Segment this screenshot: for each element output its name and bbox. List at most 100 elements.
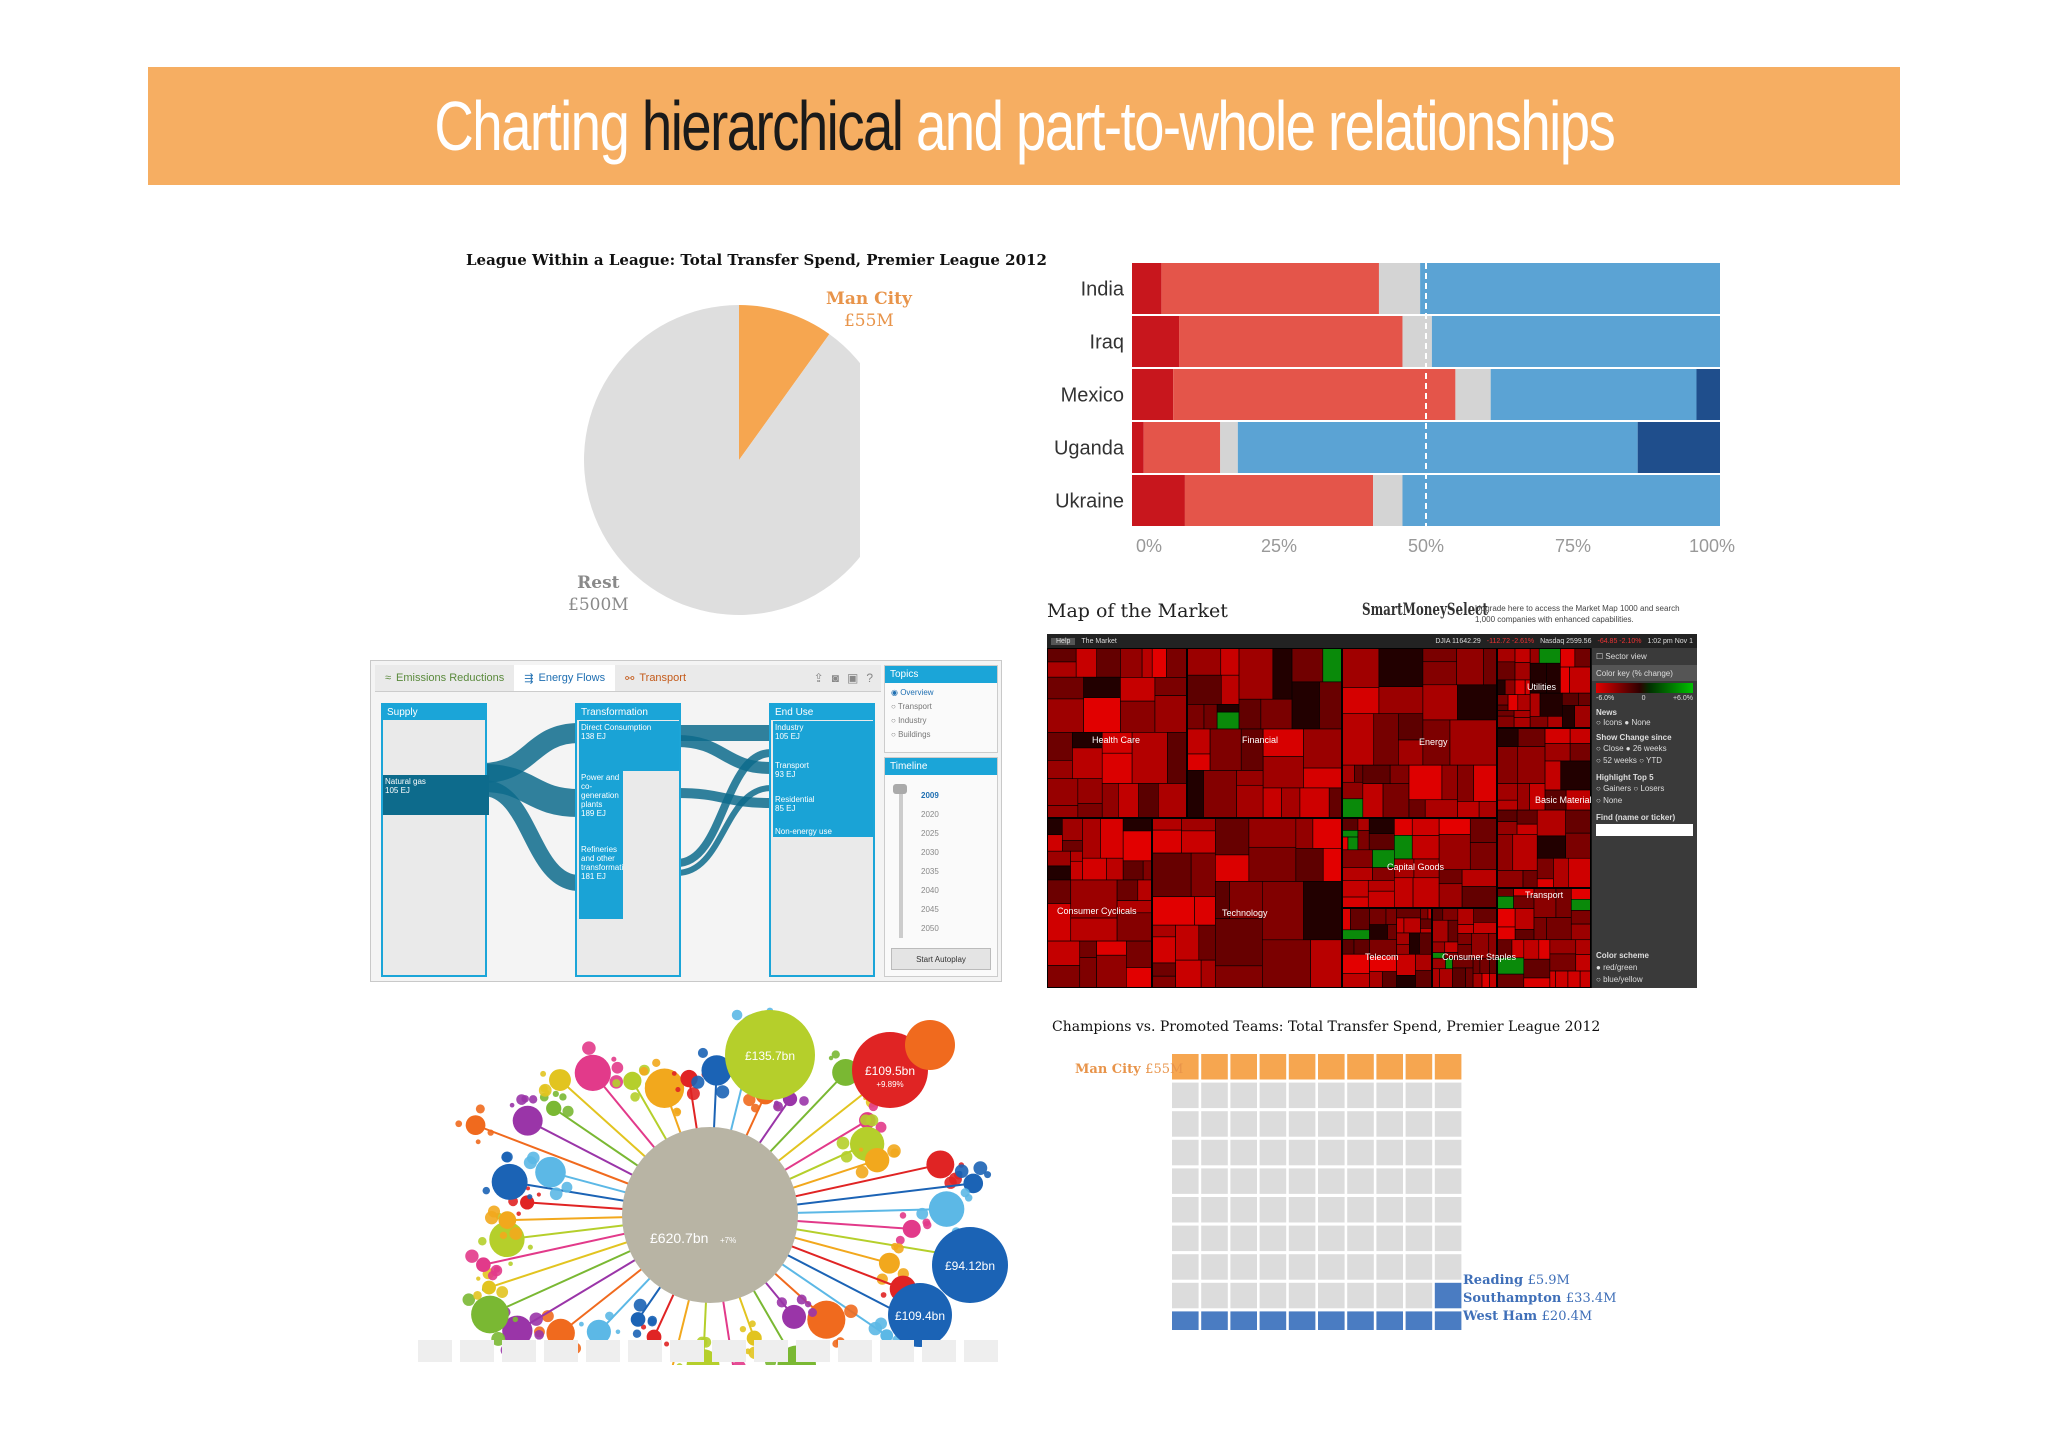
- treemap-sector-label: Telecom: [1365, 952, 1399, 962]
- topic-overview[interactable]: ◉ Overview: [891, 688, 934, 697]
- waffle-cell: [1172, 1082, 1199, 1109]
- bubble-subnode: [831, 1050, 840, 1059]
- bar-x-tick: 25%: [1261, 536, 1297, 556]
- timeline-year[interactable]: 2025: [921, 829, 939, 838]
- direct-consumption-node[interactable]: Direct Consumption 138 EJ: [579, 721, 679, 771]
- residential-node[interactable]: Residential 85 EJ: [773, 793, 873, 827]
- bubble-node: [963, 1173, 984, 1194]
- treemap-cell: [1341, 907, 1351, 931]
- bubble-subnode: [475, 1139, 481, 1145]
- treemap-cell: [1357, 817, 1370, 831]
- treemap-cell: [1047, 940, 1081, 966]
- highlight-none-radio[interactable]: ○ None: [1596, 796, 1623, 805]
- bubble-subnode: [612, 1079, 621, 1088]
- tab-energy-flows[interactable]: ⇶ Energy Flows: [514, 665, 616, 691]
- treemap-cell: [1079, 940, 1097, 958]
- waffle-cell: [1347, 1225, 1374, 1252]
- non-energy-node[interactable]: Non-energy use: [773, 827, 873, 837]
- bar-category-label: India: [1081, 279, 1125, 301]
- bubble-subnode: [891, 1242, 899, 1251]
- tab-emissions-reductions[interactable]: ≈ Emissions Reductions: [375, 665, 514, 691]
- tab-transport[interactable]: ⚯ Transport: [615, 665, 696, 691]
- news-none-radio[interactable]: ● None: [1624, 718, 1651, 727]
- find-input[interactable]: [1596, 824, 1693, 836]
- page-title: Charting hierarchical and part-to-whole …: [434, 86, 1615, 166]
- highlight-gainers-radio[interactable]: ○ Gainers: [1596, 784, 1632, 793]
- change-52w-radio[interactable]: ○ 52 weeks: [1596, 756, 1637, 765]
- treemap-cell: [1507, 694, 1519, 711]
- treemap-cell: [1409, 932, 1420, 955]
- embed-icon[interactable]: ▣: [846, 671, 859, 685]
- topic-buildings[interactable]: ○ Buildings: [891, 730, 931, 739]
- treemap-cell: [1514, 662, 1531, 681]
- treemap-cell: [1151, 648, 1167, 678]
- help-button[interactable]: Help: [1051, 637, 1076, 645]
- treemap-cell: [1496, 710, 1515, 717]
- treemap-cell: [1077, 803, 1103, 819]
- start-autoplay-button[interactable]: Start Autoplay: [891, 948, 991, 970]
- highlight-losers-radio[interactable]: ○ Losers: [1633, 784, 1665, 793]
- change-close-radio[interactable]: ○ Close: [1596, 744, 1624, 753]
- waffle-cell: [1288, 1254, 1316, 1280]
- sector-view-toggle[interactable]: ☐ Sector view: [1592, 648, 1697, 666]
- power-plants-node[interactable]: Power and co-generation plants 189 EJ: [579, 771, 623, 843]
- treemap-cell: [1120, 700, 1156, 733]
- treemap-cell: [1047, 805, 1079, 819]
- timeline-year[interactable]: 2040: [921, 886, 939, 895]
- bubble-subnode: [559, 1093, 567, 1101]
- bubble-subnode: [493, 1266, 501, 1273]
- news-icons-label: Icons: [1603, 718, 1623, 727]
- treemap-cell: [1262, 787, 1282, 819]
- scheme-blueyellow-radio[interactable]: ○ blue/yellow: [1596, 975, 1643, 984]
- bar-segment: [1237, 422, 1638, 473]
- bar-category-label: Mexico: [1061, 385, 1124, 407]
- pie-slice-0: [739, 305, 830, 460]
- treemap-cell: [1369, 907, 1387, 925]
- key-max: +6.0%: [1672, 695, 1693, 702]
- market-title: Map of the Market: [1047, 600, 1228, 622]
- supply-natural-gas[interactable]: Natural gas 105 EJ: [383, 775, 489, 815]
- treemap-cell: [1412, 877, 1440, 909]
- refineries-node[interactable]: Refineries and other transformation 181 …: [579, 843, 623, 919]
- timeline-year[interactable]: 2050: [921, 924, 939, 933]
- treemap-cell: [1175, 924, 1200, 961]
- timeline-track[interactable]: [899, 788, 903, 938]
- treemap-cell: [1070, 850, 1083, 862]
- help-icon[interactable]: ?: [866, 671, 873, 685]
- timeline-year[interactable]: 2030: [921, 848, 939, 857]
- treemap-sector-label: Technology: [1222, 908, 1268, 918]
- change-ytd-radio[interactable]: ○ YTD: [1639, 756, 1663, 765]
- transport-node[interactable]: Transport 93 EJ: [773, 759, 873, 793]
- topic-transport[interactable]: ○ Transport: [891, 702, 932, 711]
- natural-gas-label: Natural gas: [385, 777, 426, 786]
- waffle-reading-name: Reading: [1463, 1273, 1524, 1288]
- treemap-cell: [1517, 727, 1546, 747]
- topic-industry[interactable]: ○ Industry: [891, 716, 927, 725]
- bubble-footnote-block: [586, 1340, 620, 1362]
- news-icons-radio[interactable]: ○ Icons: [1596, 718, 1623, 727]
- bubble-subnode: [664, 1341, 670, 1347]
- treemap-cell: [1236, 784, 1264, 819]
- bubble-subnode: [676, 1363, 683, 1365]
- scheme-redgreen-radio[interactable]: ● red/green: [1596, 963, 1638, 972]
- timeline-year[interactable]: 2045: [921, 905, 939, 914]
- camera-icon[interactable]: ◙: [831, 671, 839, 685]
- bubble-subnode: [890, 1148, 900, 1158]
- treemap-cell: [1570, 887, 1591, 900]
- treemap-cell: [1533, 917, 1548, 941]
- share-icon[interactable]: ⇪: [813, 671, 824, 685]
- bubble-subnode: [605, 1311, 614, 1321]
- waffle-cell: [1347, 1082, 1374, 1109]
- non-energy-label: Non-energy use: [775, 827, 832, 836]
- waffle-cell: [1318, 1197, 1345, 1223]
- change-26w-radio[interactable]: ● 26 weeks: [1625, 744, 1667, 753]
- timeline-year[interactable]: 2020: [921, 810, 939, 819]
- timeline-handle[interactable]: [893, 784, 907, 794]
- market-treemap[interactable]: Health Care Financial Energy Utilities Basic…: [1047, 648, 1591, 988]
- industry-node[interactable]: Industry 105 EJ: [773, 721, 873, 759]
- timeline-year[interactable]: 2009: [921, 791, 939, 800]
- scheme-redgreen-label: red/green: [1603, 963, 1638, 972]
- treemap-cell: [1523, 977, 1551, 988]
- treemap-cell: [1396, 932, 1410, 945]
- timeline-year[interactable]: 2035: [921, 867, 939, 876]
